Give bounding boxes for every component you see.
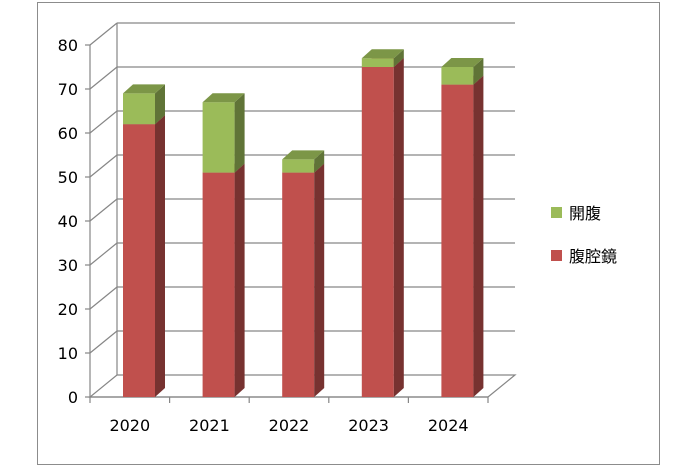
bar-2024-open [441,58,484,85]
gridline-diagonal-50 [89,154,118,178]
x-tick-label-2024: 2024 [428,416,469,435]
gridline-diagonal-70 [89,66,118,90]
y-tick-label-40: 40 [58,212,78,231]
bar-2020-laparoscopic [123,115,165,397]
bars [123,49,484,397]
legend-label-1: 腹腔鏡 [569,247,617,266]
legend-swatch-1 [551,250,562,261]
gridline-diagonal-10 [89,330,118,354]
bar-2020-open [123,84,165,125]
bar-2021-open [202,93,245,173]
legend-swatch-0 [551,207,562,218]
y-tick-label-80: 80 [58,36,78,55]
gridline-diagonal-30 [89,242,118,266]
x-tick-label-2021: 2021 [189,416,230,435]
gridline-diagonal-20 [89,286,118,310]
x-axis-ticks: 2020 2021 2022 2023 2024 [109,416,468,435]
y-tick-label-60: 60 [58,124,78,143]
gridline-diagonal-80 [89,22,118,46]
bar-2022-open [282,150,325,173]
y-tick-label-70: 70 [58,80,78,99]
bar-2024-laparoscopic [441,75,484,397]
bar-2021-laparoscopic [202,163,245,397]
legend-label-0: 開腹 [569,204,601,223]
gridline-diagonal-40 [89,198,118,222]
bar-2023-laparoscopic [361,58,404,397]
y-tick-label-50: 50 [58,168,78,187]
x-tick-label-2020: 2020 [109,416,150,435]
y-axis-ticks: 0 10 20 30 40 50 60 70 80 [58,36,78,407]
y-tick-label-10: 10 [58,344,78,363]
gridline-diagonal-60 [89,110,118,134]
bar-2022-laparoscopic [282,163,325,397]
bar-2023-open [361,49,404,67]
y-tick-label-0: 0 [68,388,78,407]
x-tick-label-2022: 2022 [269,416,310,435]
y-tick-label-20: 20 [58,300,78,319]
y-tick-label-30: 30 [58,256,78,275]
x-tick-label-2023: 2023 [348,416,389,435]
